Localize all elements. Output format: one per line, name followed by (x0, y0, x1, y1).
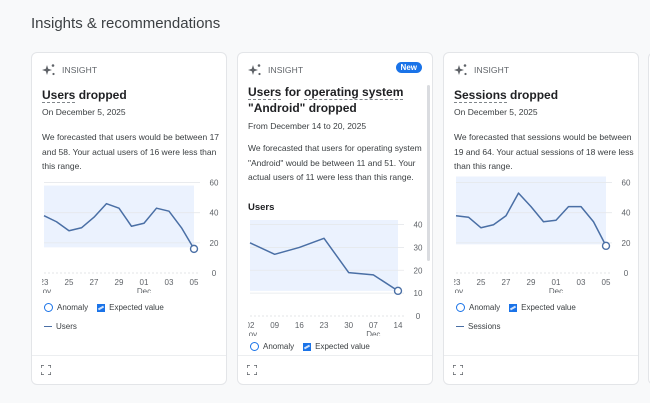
insight-title: Users for operating system "Android" dro… (248, 85, 404, 115)
svg-text:30: 30 (414, 243, 423, 252)
insight-type-label: INSIGHT (268, 65, 304, 75)
svg-text:0: 0 (416, 312, 421, 321)
svg-text:01: 01 (552, 278, 561, 287)
dimension-link[interactable]: operating system (304, 85, 404, 100)
svg-text:23: 23 (454, 278, 461, 287)
svg-text:01: 01 (140, 278, 149, 287)
expected-value-icon (509, 303, 518, 312)
insight-type-label: INSIGHT (62, 65, 98, 75)
series-line-icon (44, 325, 52, 328)
expand-icon[interactable] (41, 365, 51, 375)
card-scrollbar[interactable] (427, 85, 430, 261)
insight-card-sessions-dropped[interactable]: INSIGHT Sessions dropped On December 5, … (443, 52, 639, 385)
chart-legend: Anomaly Expected value (44, 303, 164, 312)
expected-value-icon (303, 342, 312, 351)
svg-text:Dec: Dec (549, 287, 563, 293)
metric-link[interactable]: Users (42, 88, 76, 103)
svg-text:30: 30 (344, 321, 353, 330)
insight-title: Sessions dropped (454, 88, 559, 103)
svg-text:Dec: Dec (137, 287, 151, 293)
new-badge: New (395, 62, 422, 73)
anomaly-icon (44, 303, 53, 312)
svg-text:29: 29 (115, 278, 124, 287)
svg-text:27: 27 (90, 278, 99, 287)
chart-legend: Anomaly Expected value (456, 303, 576, 312)
chart-metric-label: Users (248, 202, 275, 213)
expand-icon[interactable] (453, 365, 463, 375)
svg-text:09: 09 (270, 321, 279, 330)
svg-text:16: 16 (295, 321, 304, 330)
series-legend: Sessions (456, 322, 500, 331)
series-line-icon (456, 325, 464, 328)
section-title: Insights & recommendations (31, 15, 221, 32)
svg-text:25: 25 (477, 278, 486, 287)
card-footer (444, 355, 638, 384)
card-footer (32, 355, 226, 384)
insight-type-row: INSIGHT (42, 63, 97, 77)
svg-text:20: 20 (210, 239, 219, 248)
chart-legend: Anomaly Expected value (250, 342, 370, 351)
expand-icon[interactable] (247, 365, 257, 375)
svg-text:02: 02 (248, 321, 255, 330)
svg-text:40: 40 (210, 209, 219, 218)
svg-text:40: 40 (622, 209, 631, 218)
expected-value-icon (97, 303, 106, 312)
insight-description: We forecasted that users for operating s… (248, 143, 422, 182)
svg-text:03: 03 (165, 278, 174, 287)
insight-type-label: INSIGHT (474, 65, 510, 75)
svg-text:Nov: Nov (454, 287, 463, 293)
svg-text:25: 25 (65, 278, 74, 287)
sparkle-icon (42, 64, 55, 76)
insight-description: We forecasted that sessions would be bet… (454, 132, 634, 171)
sparkle-icon (454, 64, 467, 76)
svg-text:Dec: Dec (366, 330, 380, 336)
svg-text:03: 03 (577, 278, 586, 287)
insight-description: We forecasted that users would be betwee… (42, 132, 220, 171)
insight-type-row: INSIGHT (454, 63, 509, 77)
insight-type-row: INSIGHT (248, 63, 303, 77)
insight-date: On December 5, 2025 (454, 107, 538, 117)
svg-text:23: 23 (42, 278, 49, 287)
metric-link[interactable]: Sessions (454, 88, 507, 103)
svg-text:40: 40 (414, 221, 423, 230)
svg-text:Nov: Nov (248, 330, 257, 336)
insight-date: On December 5, 2025 (42, 107, 126, 117)
anomaly-icon (250, 342, 259, 351)
anomaly-icon (456, 303, 465, 312)
insight-card-users-dropped[interactable]: INSIGHT Users dropped On December 5, 202… (31, 52, 227, 385)
sparkle-icon (248, 64, 261, 76)
svg-text:23: 23 (320, 321, 329, 330)
series-legend: Users (44, 322, 77, 331)
svg-text:20: 20 (622, 239, 631, 248)
svg-text:0: 0 (624, 269, 629, 278)
svg-text:29: 29 (527, 278, 536, 287)
svg-text:14: 14 (394, 321, 403, 330)
card-footer (238, 355, 432, 384)
insight-card-android-users-dropped[interactable]: INSIGHT New Users for operating system "… (237, 52, 433, 385)
svg-text:0: 0 (212, 269, 217, 278)
svg-text:07: 07 (369, 321, 378, 330)
svg-text:60: 60 (622, 179, 631, 188)
metric-link[interactable]: Users (248, 85, 282, 100)
svg-text:05: 05 (190, 278, 199, 287)
svg-text:10: 10 (414, 289, 423, 298)
svg-text:27: 27 (502, 278, 511, 287)
svg-text:Nov: Nov (42, 287, 51, 293)
insight-date: From December 14 to 20, 2025 (248, 121, 367, 131)
svg-text:20: 20 (414, 266, 423, 275)
svg-text:60: 60 (210, 179, 219, 188)
svg-text:05: 05 (602, 278, 611, 287)
insight-title: Users dropped (42, 88, 127, 103)
